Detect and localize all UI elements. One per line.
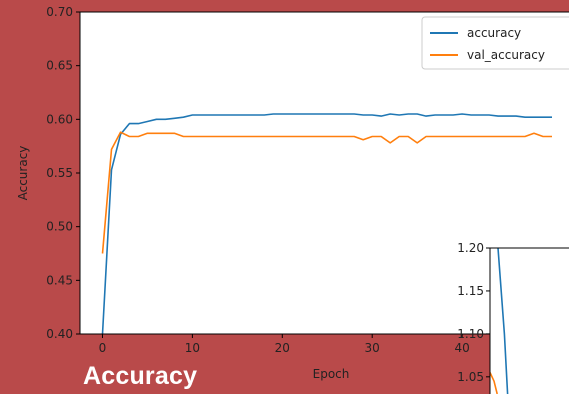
- inset-y-tick-label: 1.05: [457, 370, 484, 384]
- y-tick-label: 0.55: [46, 166, 73, 180]
- inset-plot-area: [490, 248, 569, 394]
- x-tick-label: 30: [365, 341, 380, 355]
- series-line-val_accuracy: [101, 131, 552, 254]
- y-tick-label: 0.70: [46, 5, 73, 19]
- x-tick-label: 10: [185, 341, 200, 355]
- legend-accuracy-label: accuracy: [467, 26, 521, 40]
- x-tick-label: 40: [454, 341, 469, 355]
- y-axis-label: Accuracy: [16, 146, 30, 201]
- main-series-lines: [101, 113, 552, 335]
- legend-box: [421, 16, 569, 70]
- y-tick-label: 0.45: [46, 273, 73, 287]
- y-tick-label: 0.60: [46, 112, 73, 126]
- inset-axis-ticks: 1.05 1.10 1.15 1.20: [457, 241, 490, 384]
- y-tick-label: 0.40: [46, 327, 73, 341]
- inset-y-tick-label: 1.20: [457, 241, 484, 255]
- series-line-accuracy: [101, 113, 552, 335]
- legend: accuracy val_accuracy: [421, 16, 569, 70]
- y-tick-label: 0.65: [46, 59, 73, 73]
- inset-y-tick-label: 1.10: [457, 327, 484, 341]
- legend-val-accuracy-label: val_accuracy: [467, 48, 545, 62]
- y-tick-label: 0.50: [46, 220, 73, 234]
- x-tick-label: 20: [275, 341, 290, 355]
- inset-series-line-1: [489, 372, 498, 394]
- x-axis-label: Epoch: [313, 367, 350, 381]
- inset-series-lines: [489, 247, 509, 394]
- x-tick-label: 0: [99, 341, 107, 355]
- main-axis-ticks: 0.40 0.45 0.50 0.55 0.60 0.65 0.70 0 10 20 30 40: [46, 5, 469, 355]
- inset-series-line-0: [497, 247, 509, 394]
- inset-y-tick-label: 1.15: [457, 284, 484, 298]
- caption-title: Accuracy: [83, 362, 198, 390]
